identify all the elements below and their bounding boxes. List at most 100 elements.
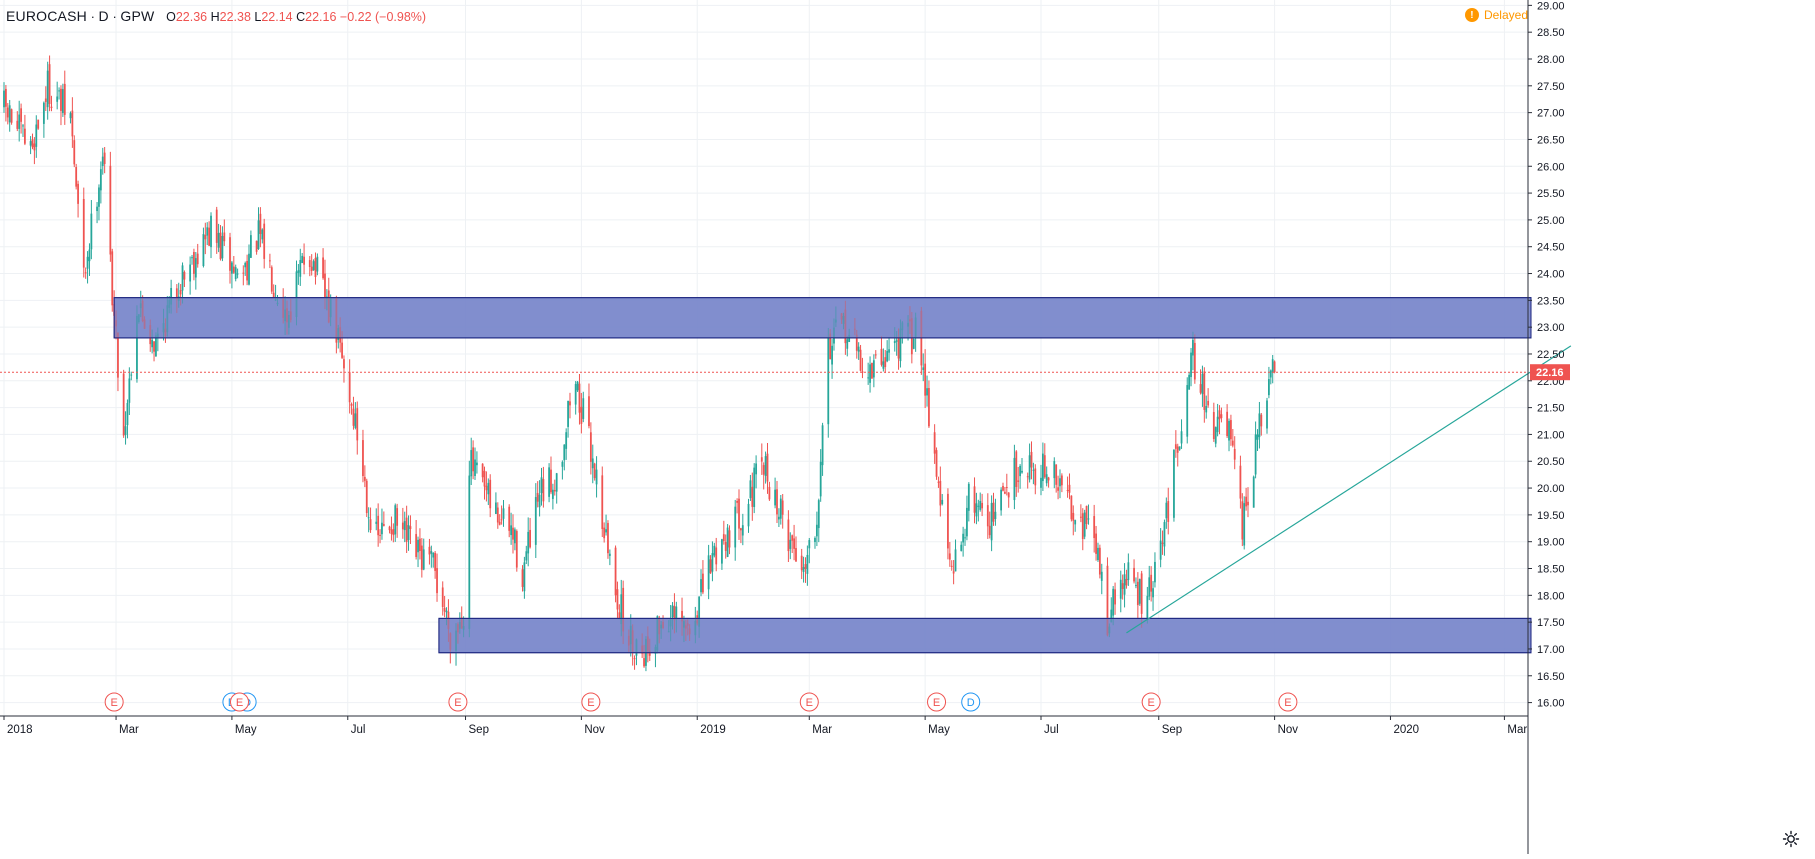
candle [713,542,716,558]
candle-body [967,483,970,511]
candle [312,259,315,271]
candle-body [128,378,131,403]
delayed-indicator[interactable]: ! Delayed [1464,8,1528,22]
candle-body [1106,565,1109,636]
candle-body [808,540,811,549]
candle [261,228,264,244]
candle-body [1231,440,1234,446]
candle-body [800,555,803,571]
candle [367,507,370,533]
candle-body [16,120,19,129]
candle [561,460,564,480]
candle-body [1085,505,1088,524]
candle-body [77,183,79,204]
candle [1214,426,1217,448]
candle [1269,369,1272,385]
candle [1199,369,1202,395]
candle [1188,372,1191,390]
candle-body [698,596,701,627]
candle [204,222,207,255]
earnings-event-marker[interactable]: E [230,692,250,712]
candle [350,402,353,415]
candle-body [1165,502,1168,519]
candle [593,462,596,481]
time-tick-label: Mar [812,724,832,736]
candle [1081,508,1084,551]
candle-body [401,522,404,530]
candle-body [35,124,38,147]
interval-label[interactable]: D [98,8,109,24]
time-tick-label: Jul [1044,724,1059,736]
candle-body [208,227,211,246]
candle [481,463,484,483]
candle-body [1186,385,1189,437]
candle [1230,414,1232,446]
time-tick-label: 2018 [7,724,33,736]
candle-body [261,229,264,240]
candle [768,481,771,501]
candle-body [529,529,531,548]
candle-body [521,569,524,587]
candle-body [417,539,419,553]
candle [551,483,554,510]
candle-body [671,605,674,618]
candle [941,493,944,506]
candle-body [498,521,501,525]
earnings-event-marker[interactable]: E [799,692,819,712]
candle-body [713,545,716,556]
candle-body [1119,579,1122,599]
candle-body [622,587,625,632]
candle [872,354,875,388]
candle-body [219,232,222,260]
candle [365,478,368,517]
candle [394,503,397,542]
earnings-event-marker[interactable]: E [927,692,947,712]
candle-body [567,400,569,427]
earnings-event-marker[interactable]: E [1141,692,1161,712]
candle-body [308,260,311,268]
candle [352,396,355,430]
symbol-name[interactable]: EUROCASH [6,8,87,24]
candle-body [1000,489,1003,511]
candle-body [1192,339,1194,356]
candle-body [1112,588,1115,616]
candle-body [179,290,182,295]
candle-body [394,505,397,535]
last-price-tag: 22.16 [1530,364,1570,381]
candle [1258,401,1261,449]
candle [806,545,809,586]
candle-body [588,396,590,427]
candle [966,495,968,541]
earnings-event-marker[interactable]: E [1278,692,1298,712]
price-tick-label: 20.00 [1537,483,1565,495]
candle [831,339,833,379]
candle-body [831,345,833,365]
candle-body [893,341,896,344]
candle [563,444,566,471]
candle [476,451,478,474]
candle-body [897,336,900,359]
candle [861,357,864,379]
candle [1220,407,1223,423]
candle-body [60,88,62,111]
candle-body [1218,410,1221,420]
event-label: E [236,697,243,709]
candle [736,498,739,514]
earnings-event-marker[interactable]: E [581,692,601,712]
trend-line[interactable] [1126,345,1572,634]
candle [950,560,953,571]
candle-body [194,258,197,278]
candle-body [872,360,875,378]
gear-icon[interactable] [1781,829,1801,849]
candle [441,581,444,616]
time-tick-label: Jul [351,724,366,736]
candle-body [981,502,984,509]
candle-body [941,499,944,505]
candle [234,264,237,282]
earnings-event-marker[interactable]: E [104,692,124,712]
candle [960,541,963,552]
candle [1247,487,1249,518]
dividend-event-marker[interactable]: D [961,692,981,712]
earnings-event-marker[interactable]: E [448,692,468,712]
